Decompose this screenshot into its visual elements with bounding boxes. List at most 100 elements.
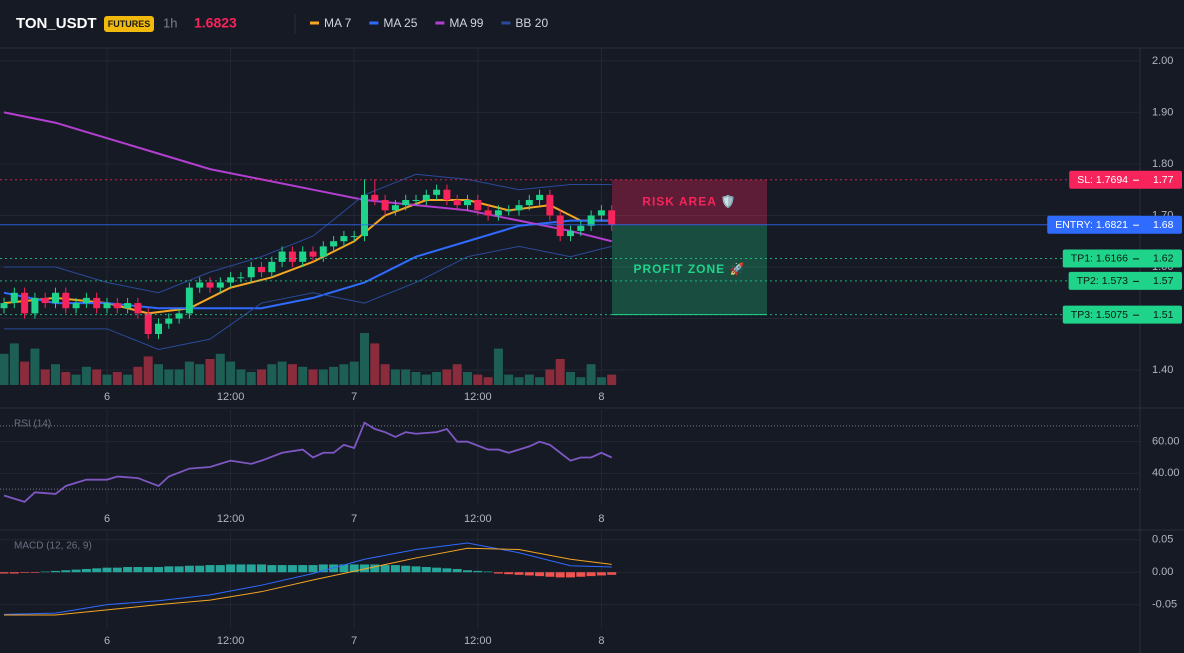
macd-histogram-bar xyxy=(30,572,40,573)
candle-body xyxy=(402,200,410,206)
macd-histogram-bar xyxy=(473,570,483,573)
volume-bar xyxy=(596,377,606,385)
volume-bar xyxy=(112,372,122,385)
volume-bar xyxy=(566,372,575,385)
macd-histogram-bar xyxy=(360,564,369,573)
level-axis-label: 1.57 xyxy=(1153,275,1174,287)
level-label: SL: 1.7694 xyxy=(1077,174,1128,186)
volume-bar xyxy=(329,366,339,385)
volume-bar xyxy=(9,343,19,385)
macd-histogram-bar xyxy=(390,565,400,573)
macd-histogram-bar xyxy=(452,568,462,573)
volume-bar xyxy=(318,369,328,385)
x-tick-label: 8 xyxy=(598,635,604,647)
candle-body xyxy=(350,236,358,238)
macd-histogram-bar xyxy=(154,567,163,573)
x-tick-label: 6 xyxy=(104,513,110,525)
macd-histogram-bar xyxy=(236,564,246,573)
macd-histogram-bar xyxy=(318,564,328,573)
volume-bar xyxy=(267,364,277,385)
y-tick-label: 1.90 xyxy=(1152,106,1173,118)
volume-bar xyxy=(143,356,153,385)
macd-histogram-bar xyxy=(576,572,586,577)
volume-bar xyxy=(308,369,318,385)
y-tick-label: 40.00 xyxy=(1152,467,1180,479)
candle-body xyxy=(381,200,389,211)
profit-label: PROFIT ZONE 🚀 xyxy=(634,262,746,276)
macd-histogram-bar xyxy=(596,572,606,576)
legend-label: MA 25 xyxy=(383,16,417,30)
volume-bar xyxy=(51,364,60,385)
volume-bar xyxy=(287,364,297,385)
level-label: TP2: 1.573 xyxy=(1077,275,1129,287)
macd-histogram-bar xyxy=(0,572,9,574)
x-tick-label: 8 xyxy=(598,513,604,525)
macd-histogram-bar xyxy=(535,572,545,577)
x-tick-label: 12:00 xyxy=(217,391,245,403)
volume-bar xyxy=(452,364,462,385)
candle-body xyxy=(82,297,90,304)
macd-histogram-bar xyxy=(493,572,503,574)
macd-histogram-bar xyxy=(287,565,297,573)
panel-title: MACD (12, 26, 9) xyxy=(14,541,92,552)
candle-body xyxy=(505,210,513,212)
macd-histogram-bar xyxy=(298,565,308,573)
y-tick-label: 60.00 xyxy=(1152,436,1180,448)
volume-bar xyxy=(246,372,256,385)
volume-bar xyxy=(586,364,596,385)
macd-histogram-bar xyxy=(174,566,184,573)
legend-label: MA 99 xyxy=(449,16,483,30)
volume-bar xyxy=(411,372,421,385)
candle-body xyxy=(93,297,101,309)
candle-body xyxy=(185,287,193,314)
candle-body xyxy=(361,194,368,237)
macd-histogram-bar xyxy=(524,572,534,576)
candle-body xyxy=(567,230,574,237)
candle-body xyxy=(0,303,8,309)
volume-bar xyxy=(463,372,472,385)
level-label: ENTRY: 1.6821 xyxy=(1055,219,1128,231)
candle-body xyxy=(165,318,173,324)
volume-bar xyxy=(421,374,431,385)
volume-bar xyxy=(215,353,225,385)
y-tick-label: 1.40 xyxy=(1152,364,1173,376)
macd-histogram-bar xyxy=(81,568,91,573)
y-tick-label: 0.00 xyxy=(1152,566,1173,578)
interval: 1h xyxy=(163,15,177,30)
macd-line xyxy=(4,547,612,616)
candle-body xyxy=(288,251,296,262)
candle-body xyxy=(206,282,214,288)
profit-zone xyxy=(612,224,767,315)
y-tick-label: -0.05 xyxy=(1152,599,1177,611)
volume-bar xyxy=(0,353,9,385)
volume-bar xyxy=(349,361,359,385)
volume-bar xyxy=(298,366,308,385)
volume-bar xyxy=(483,377,493,385)
bb-upper xyxy=(4,173,612,294)
volume-bar xyxy=(102,374,112,385)
candle-body xyxy=(227,277,235,283)
badge: FUTURES xyxy=(108,19,151,29)
macd-histogram-bar xyxy=(483,571,493,573)
volume-bar xyxy=(576,377,586,385)
candle-body xyxy=(597,210,605,216)
candle-body xyxy=(340,236,348,242)
macd-histogram-bar xyxy=(246,564,256,573)
level-tag xyxy=(1062,249,1182,268)
macd-line xyxy=(3,542,612,615)
candle-body xyxy=(443,189,451,201)
volume-bar xyxy=(493,348,503,385)
macd-histogram-bar xyxy=(112,567,122,573)
candle-body xyxy=(113,303,121,309)
candle-body xyxy=(216,282,224,288)
macd-histogram-bar xyxy=(205,565,215,573)
volume-bar xyxy=(277,361,287,385)
macd-histogram-bar xyxy=(442,568,452,573)
macd-histogram-bar xyxy=(421,567,431,573)
macd-histogram-bar xyxy=(463,570,472,573)
candle-body xyxy=(41,297,49,304)
candle-body xyxy=(10,292,18,304)
macd-histogram-bar xyxy=(40,571,50,573)
candle-body xyxy=(309,251,317,257)
x-tick-label: 7 xyxy=(351,391,357,403)
